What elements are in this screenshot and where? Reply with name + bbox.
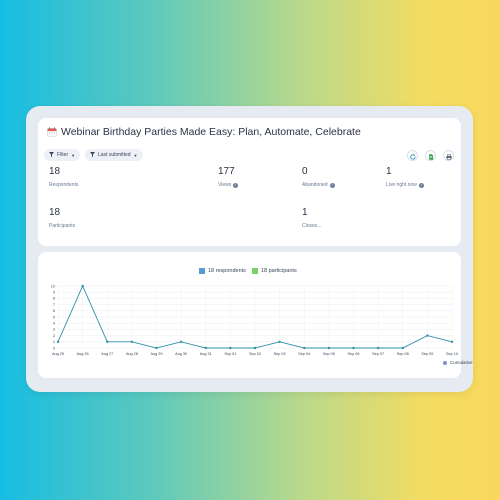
views-label: Views	[218, 182, 232, 188]
views-value: 177	[218, 166, 235, 177]
title-row: Webinar Birthday Parties Made Easy: Plan…	[47, 126, 361, 138]
x-tick-label: Aug 25	[52, 352, 64, 356]
x-tick-label: Sep 07	[372, 352, 384, 356]
live-value: 1	[386, 166, 392, 177]
data-point	[327, 346, 331, 350]
legend-respondents-label: 18 respondents	[208, 268, 246, 274]
filter-icon	[49, 151, 54, 159]
print-icon	[445, 147, 452, 165]
x-tick-label: Aug 30	[175, 352, 187, 356]
data-point	[450, 340, 454, 343]
y-tick-label: 5	[53, 315, 55, 319]
data-point	[229, 346, 232, 350]
legend-respondents[interactable]: 18 respondents	[199, 268, 246, 274]
x-tick-label: Aug 31	[200, 352, 212, 356]
stat-participants: 18 Participants	[49, 207, 76, 230]
y-tick-label: 8	[53, 297, 55, 301]
data-point	[130, 340, 134, 343]
data-point	[401, 346, 404, 350]
x-tick-label: Aug 29	[150, 352, 162, 356]
summary-card: Webinar Birthday Parties Made Easy: Plan…	[38, 118, 461, 246]
x-tick-label: Sep 09	[421, 352, 433, 356]
chart-card: 18 respondents 18 participants 0 1 2 3 4 5 6 7 8…	[38, 252, 473, 378]
legend-participants-label: 18 participants	[260, 268, 297, 274]
print-button[interactable]	[443, 150, 454, 161]
x-tick-label: Sep 06	[347, 352, 359, 356]
legend-swatch-participants	[251, 268, 258, 274]
sort-button[interactable]: Last submitted ▼	[85, 149, 143, 161]
legend-participants[interactable]: 18 participants	[251, 268, 297, 274]
chart-legend: 18 respondents 18 participants	[199, 268, 297, 274]
legend-swatch-respondents	[199, 268, 205, 274]
info-icon[interactable]: i	[233, 182, 239, 188]
x-tick-label: Sep 04	[298, 352, 310, 356]
data-point	[155, 346, 158, 350]
info-icon[interactable]: i	[418, 182, 424, 188]
filter-button[interactable]: Filter ▼	[44, 149, 81, 161]
filter-label: Filter	[57, 152, 69, 158]
abandoned-value: 0	[302, 166, 308, 177]
chevron-down-icon: ▼	[71, 152, 76, 158]
closes-value: 1	[302, 207, 308, 218]
form-title: Webinar Birthday Parties Made Easy: Plan…	[61, 126, 361, 138]
y-tick-label: 7	[53, 303, 55, 307]
y-tick-label: 9	[53, 291, 55, 295]
data-point	[426, 334, 429, 337]
y-tick-label: 2	[53, 334, 55, 338]
cumulative-swatch	[443, 360, 447, 365]
refresh-icon	[409, 147, 416, 165]
stat-respondents: 18 Respondents	[49, 166, 79, 189]
live-label: Live right now	[386, 182, 417, 188]
chevron-down-icon: ▼	[133, 152, 138, 158]
y-tick-label: 4	[53, 322, 55, 326]
data-point	[204, 346, 207, 350]
sort-label: Last submitted	[98, 152, 131, 158]
y-tick-label: 3	[53, 328, 55, 332]
data-point	[179, 340, 183, 343]
closes-label: Closes...	[302, 223, 322, 229]
y-tick-label: 10	[51, 284, 55, 288]
sort-icon	[90, 151, 95, 159]
data-point	[253, 346, 257, 350]
refresh-button[interactable]	[407, 150, 418, 161]
data-point	[303, 346, 306, 350]
cumulative-legend[interactable]: Cumulative	[443, 360, 473, 365]
data-point	[56, 340, 60, 343]
stat-views: 177 Views i	[218, 166, 239, 188]
participants-value: 18	[49, 207, 61, 218]
export-sheet-button[interactable]	[425, 150, 436, 161]
abandoned-label: Abandoned	[302, 182, 328, 188]
participants-label: Participants	[49, 223, 76, 229]
x-tick-label: Aug 26	[77, 352, 89, 356]
data-point	[352, 346, 355, 350]
dashboard-frame: Webinar Birthday Parties Made Easy: Plan…	[26, 106, 473, 392]
calendar-icon	[47, 127, 57, 137]
stat-live: 1 Live right now i	[386, 167, 424, 188]
stat-closes: 1 Closes...	[302, 207, 322, 230]
x-tick-label: Sep 05	[323, 352, 335, 356]
x-tick-label: Sep 03	[274, 352, 286, 356]
y-tick-label: 0	[53, 346, 55, 350]
data-point	[278, 340, 281, 343]
respondents-value: 18	[49, 166, 61, 177]
x-tick-label: Sep 10	[446, 352, 458, 356]
data-point	[376, 346, 380, 350]
x-tick-label: Aug 27	[101, 352, 113, 356]
data-point	[106, 340, 109, 343]
info-icon[interactable]: i	[329, 182, 335, 188]
y-tick-label: 6	[53, 309, 55, 313]
cumulative-label: Cumulative	[450, 360, 473, 365]
line-chart: 0 1 2 3 4 5 6 7 8 9 10 Aug 25 Aug 26 Aug 27 Aug 28 Aug …	[51, 284, 458, 356]
data-point	[81, 284, 84, 288]
respondents-label: Respondents	[49, 182, 79, 188]
stat-abandoned: 0 Abandoned i	[302, 167, 335, 188]
spreadsheet-icon	[428, 147, 434, 165]
x-tick-label: Sep 02	[249, 352, 261, 356]
x-tick-label: Sep 08	[397, 352, 409, 356]
x-tick-label: Sep 01	[224, 352, 236, 356]
x-tick-label: Aug 28	[126, 352, 138, 356]
y-tick-label: 1	[53, 340, 55, 344]
